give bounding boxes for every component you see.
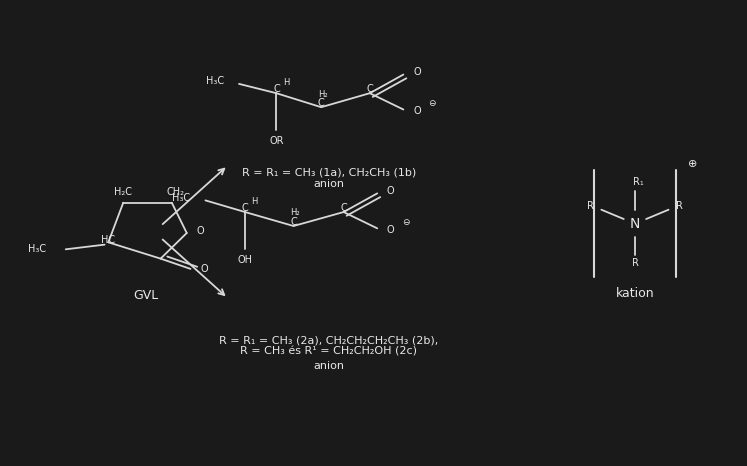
Text: OR: OR xyxy=(269,136,284,146)
Text: ⊖: ⊖ xyxy=(428,99,436,109)
Text: GVL: GVL xyxy=(133,289,158,302)
Text: H₂: H₂ xyxy=(318,89,327,99)
Text: C: C xyxy=(366,84,374,95)
Text: H₂C: H₂C xyxy=(114,186,132,197)
Text: O: O xyxy=(413,67,421,77)
Text: R = R₁ = CH₃ (2a), CH₂CH₂CH₂CH₃ (2b),: R = R₁ = CH₃ (2a), CH₂CH₂CH₂CH₃ (2b), xyxy=(219,335,438,345)
Text: R: R xyxy=(631,258,639,268)
Text: H₃C: H₃C xyxy=(28,244,46,254)
Text: O: O xyxy=(413,106,421,116)
Text: O: O xyxy=(196,226,204,236)
Text: CH₂: CH₂ xyxy=(167,186,185,197)
Text: anion: anion xyxy=(313,179,344,189)
Text: N: N xyxy=(630,217,640,231)
Text: OH: OH xyxy=(238,254,252,265)
Text: C: C xyxy=(273,84,280,95)
Text: O: O xyxy=(387,225,394,235)
Text: ⊕: ⊕ xyxy=(688,159,697,170)
Text: O: O xyxy=(387,186,394,196)
Text: R = R₁ = CH₃ (1a), CH₂CH₃ (1b): R = R₁ = CH₃ (1a), CH₂CH₃ (1b) xyxy=(241,167,416,178)
Text: R₁: R₁ xyxy=(633,177,644,187)
Text: C: C xyxy=(290,217,297,227)
Text: H₂: H₂ xyxy=(291,208,300,218)
Text: C: C xyxy=(317,98,325,109)
Text: C: C xyxy=(241,203,249,213)
Text: anion: anion xyxy=(313,361,344,371)
Text: H: H xyxy=(252,197,258,206)
Text: R: R xyxy=(676,201,684,211)
Text: H₃C: H₃C xyxy=(173,192,190,203)
Text: C: C xyxy=(340,203,347,213)
Text: R: R xyxy=(586,201,594,211)
Text: O: O xyxy=(200,264,208,274)
Text: HC: HC xyxy=(102,235,115,245)
Text: ⊖: ⊖ xyxy=(402,218,409,227)
Text: H₃C: H₃C xyxy=(206,76,224,86)
Text: H: H xyxy=(283,78,289,88)
Text: R = CH₃ és R¹ = CH₂CH₂OH (2c): R = CH₃ és R¹ = CH₂CH₂OH (2c) xyxy=(241,347,417,357)
Text: kation: kation xyxy=(616,287,654,300)
